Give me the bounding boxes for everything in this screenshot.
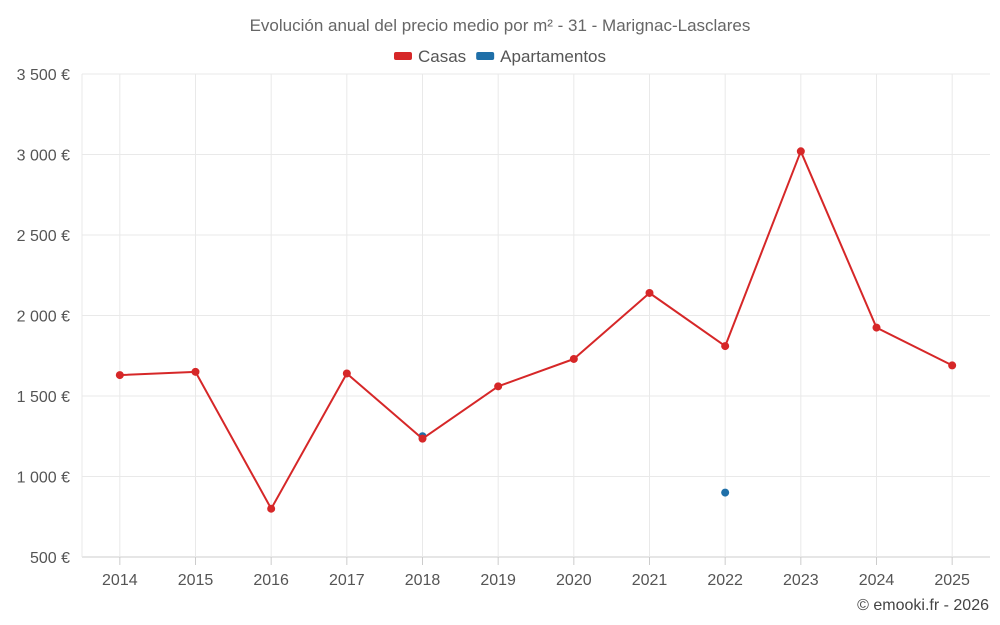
data-point [494,382,503,391]
x-tick-label: 2016 [253,572,289,589]
series-line [119,150,953,510]
x-tick-label: 2020 [556,572,592,589]
data-point [342,369,351,378]
legend: Casas Apartamentos [393,47,606,66]
series-casas [115,147,957,513]
chart-title: Evolución anual del precio medio por m² … [250,16,751,35]
y-tick-label: 1 000 € [17,470,70,487]
x-tick-label: 2015 [178,572,214,589]
data-point [267,504,276,513]
data-point [721,488,730,497]
legend-label: Apartamentos [500,47,606,66]
y-axis: 500 € 1 000 € 1 500 € 2 000 € 2 500 € 3 000 €… [17,67,70,567]
y-tick-label: 2 500 € [17,228,70,245]
data-point [569,354,578,363]
grid [81,73,990,565]
data-point [418,434,427,443]
legend-swatch [393,52,412,60]
data-point [115,371,124,380]
series-layer [115,147,957,513]
x-tick-label: 2014 [102,572,138,589]
legend-swatch [476,52,495,60]
data-point [872,323,881,332]
legend-label: Casas [418,47,466,66]
data-point [645,288,654,297]
x-tick-label: 2018 [405,572,441,589]
data-point [796,147,805,156]
data-point [191,367,200,376]
y-tick-label: 2 000 € [17,309,70,326]
y-tick-label: 1 500 € [17,389,70,406]
y-tick-label: 3 500 € [17,67,70,84]
x-tick-label: 2022 [707,572,743,589]
x-tick-label: 2019 [480,572,516,589]
x-tick-label: 2017 [329,572,365,589]
credit-text: © emooki.fr - 2026 [857,597,989,614]
data-point [721,342,730,351]
x-tick-label: 2024 [859,572,895,589]
y-tick-label: 3 000 € [17,148,70,165]
y-tick-label: 500 € [30,550,70,567]
x-tick-label: 2023 [783,572,819,589]
data-point [948,361,957,370]
x-tick-label: 2021 [632,572,668,589]
x-tick-label: 2025 [934,572,970,589]
x-axis: 2014 2015 2016 2017 2018 2019 2020 2021 2022 2023… [102,572,970,589]
